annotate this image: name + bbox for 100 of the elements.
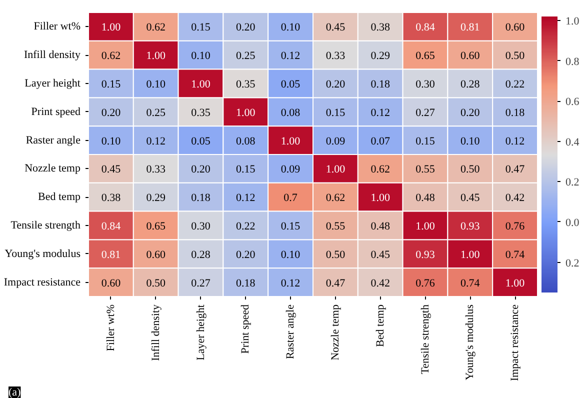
data-label: 0.81 xyxy=(101,248,121,261)
data-label: 0.65 xyxy=(416,50,436,62)
data-label: 0.20 xyxy=(326,78,346,90)
data-label: 0.48 xyxy=(370,220,390,232)
x-tick-label: Filler wt% xyxy=(104,304,117,352)
data-label: 0.15 xyxy=(416,135,436,148)
data-label: 0.20 xyxy=(236,248,256,261)
x-tick-label: Bed temp xyxy=(374,304,386,347)
color-bar-label: 0.8 xyxy=(566,56,580,68)
data-label: 0.42 xyxy=(505,192,525,204)
color-bar-label: 0.4 xyxy=(566,136,580,148)
data-label: 0.35 xyxy=(236,78,256,90)
color-bar-label: 0.6 xyxy=(566,96,580,108)
data-label: 1.00 xyxy=(146,50,166,62)
data-label: 0.12 xyxy=(236,192,256,204)
data-label: 0.10 xyxy=(146,78,166,90)
data-label: 0.47 xyxy=(326,277,346,290)
data-label: 0.50 xyxy=(460,164,480,176)
data-label: 0.33 xyxy=(326,50,346,62)
x-tick-label: Nozzle temp xyxy=(329,304,342,360)
y-tick-label: Infill density xyxy=(24,49,81,62)
data-label: 0.30 xyxy=(191,220,211,232)
data-label: 1.00 xyxy=(326,164,346,176)
data-label: 0.45 xyxy=(101,164,122,176)
y-tick-label: Filler wt% xyxy=(34,20,81,33)
data-label: 0.81 xyxy=(460,22,480,34)
data-label: 0.62 xyxy=(146,22,166,34)
data-label: 0.60 xyxy=(101,277,122,290)
data-label: 0.47 xyxy=(505,164,526,176)
data-label: 1.00 xyxy=(236,106,256,119)
data-label: 0.38 xyxy=(101,192,122,204)
data-label: 0.12 xyxy=(280,50,300,62)
data-label: 0.30 xyxy=(416,78,436,90)
data-label: 0.28 xyxy=(460,78,480,90)
data-label: 0.50 xyxy=(505,50,526,62)
data-label: 0.22 xyxy=(236,220,256,232)
data-label: 0.7 xyxy=(284,192,298,204)
data-label: 0.08 xyxy=(236,135,256,148)
data-label: 0.20 xyxy=(460,106,480,119)
data-label: 0.74 xyxy=(505,248,526,261)
data-label: 0.27 xyxy=(191,277,211,290)
data-label: 0.50 xyxy=(146,277,166,290)
y-tick-label: Layer height xyxy=(24,78,81,90)
y-tick-label: Nozzle temp xyxy=(24,162,81,175)
x-tick-label: Raster angle xyxy=(284,304,297,360)
data-label: 0.35 xyxy=(191,106,211,119)
data-label: 0.20 xyxy=(236,22,256,34)
data-label: 0.76 xyxy=(416,277,436,290)
data-label: 0.33 xyxy=(146,164,166,176)
data-label: 0.15 xyxy=(280,220,301,232)
x-tick-label: Layer height xyxy=(194,304,207,360)
data-label: 0.10 xyxy=(101,135,122,148)
y-tick-label: Raster angle xyxy=(26,134,81,146)
data-label: 0.62 xyxy=(326,192,346,204)
color-bar-label: 1.0 xyxy=(566,16,580,28)
data-label: 1.00 xyxy=(191,78,211,90)
data-label: 0.15 xyxy=(236,164,256,176)
data-label: 0.93 xyxy=(416,248,436,261)
color-bar-label: 0.2 xyxy=(566,176,580,189)
data-label: 0.15 xyxy=(101,78,122,90)
y-tick-label: Tensile strength xyxy=(10,220,81,232)
data-label: 0.65 xyxy=(146,220,166,232)
data-label: 0.20 xyxy=(101,106,122,119)
data-label: 1.00 xyxy=(505,277,526,290)
x-tick-label: Infill density xyxy=(150,304,162,362)
data-label: 0.18 xyxy=(370,78,390,90)
data-label: 0.29 xyxy=(370,50,390,62)
data-label: 1.00 xyxy=(460,248,480,261)
y-tick-label: Bed temp xyxy=(38,191,81,204)
color-bar-label: 0.2 xyxy=(566,257,580,270)
data-label: 0.05 xyxy=(280,78,301,90)
data-label: 0.10 xyxy=(280,22,301,34)
data-label: 0.28 xyxy=(191,248,211,261)
data-label: 0.15 xyxy=(191,22,211,34)
data-label: 0.12 xyxy=(146,135,166,148)
data-label: 0.42 xyxy=(370,277,390,290)
data-label: 0.09 xyxy=(326,135,346,148)
data-label: 0.60 xyxy=(505,22,526,34)
data-label: 0.10 xyxy=(191,50,211,62)
x-tick-label: Print speed xyxy=(240,304,252,354)
data-label: 0.76 xyxy=(505,220,526,232)
x-tick-label: Impact resistance xyxy=(509,304,522,382)
data-label: 0.74 xyxy=(460,277,480,290)
data-label: 0.18 xyxy=(505,106,526,119)
data-label: 0.62 xyxy=(370,164,390,176)
data-label: 0.48 xyxy=(416,192,436,204)
data-label: 0.27 xyxy=(416,106,436,119)
data-label: 1.00 xyxy=(101,22,122,34)
y-tick-label: Print speed xyxy=(31,106,81,118)
data-label: 1.00 xyxy=(416,220,436,232)
data-label: 0.29 xyxy=(146,192,166,204)
data-label: 0.12 xyxy=(370,106,390,119)
data-label: 0.45 xyxy=(326,22,346,34)
data-label: 0.22 xyxy=(505,78,525,90)
data-label: 0.55 xyxy=(416,164,436,176)
data-label: 0.45 xyxy=(370,248,390,261)
data-label: 0.84 xyxy=(101,220,122,232)
data-label: 0.25 xyxy=(146,106,166,119)
data-label: 0.93 xyxy=(460,220,480,232)
data-label: 0.38 xyxy=(370,22,390,34)
